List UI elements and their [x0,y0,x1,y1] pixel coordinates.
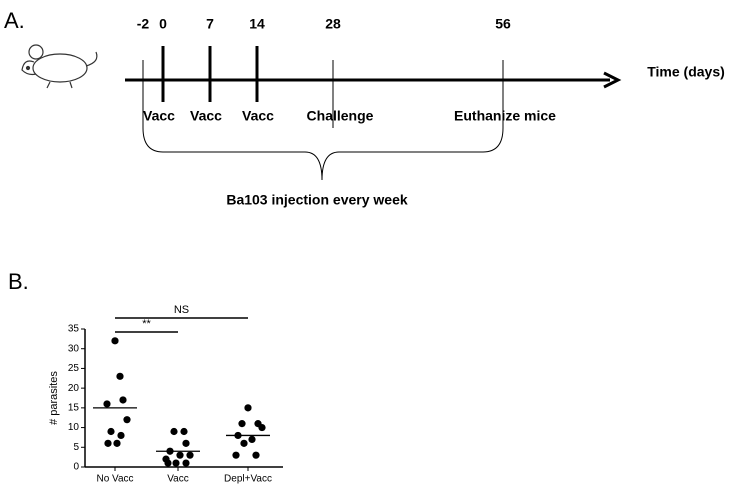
day-label: 7 [206,16,214,32]
data-point [103,400,111,408]
event-label: Vacc [143,108,175,124]
data-point [232,451,240,459]
time-axis-label: Time (days) [647,64,725,80]
data-point [170,427,178,436]
event-label: Euthanize mice [454,108,556,124]
y-tick-label: 25 [68,363,80,374]
data-point [182,439,190,447]
data-point [238,420,246,428]
data-point [248,435,256,443]
data-point [123,416,131,424]
time-arrow [603,71,622,89]
day-label: -2 [137,16,150,32]
x-tick-label: No Vacc [96,474,133,485]
data-point [117,431,125,440]
y-tick-label: 20 [68,383,80,394]
event-label: Vacc [190,108,222,124]
y-tick-label: 5 [73,442,79,453]
data-point [244,404,252,412]
event-label: Vacc [242,108,274,124]
day-label: 28 [325,16,341,32]
day-label: 0 [159,16,167,32]
data-point [252,451,260,459]
data-point [176,451,184,459]
x-tick-label: Vacc [167,474,189,485]
y-tick-label: 35 [68,324,80,335]
brace-label: Ba103 injection every week [226,192,408,208]
event-label: Challenge [307,108,374,124]
y-tick-label: 0 [73,462,79,473]
data-point [186,451,194,459]
data-point [119,396,127,404]
data-point [116,372,124,380]
y-tick-label: 10 [68,422,80,433]
data-point [111,337,119,345]
y-axis-label: # parasites [48,371,60,425]
data-point [180,427,188,436]
day-label: 56 [495,16,511,32]
data-point [104,439,112,447]
data-point [172,459,180,467]
data-point [113,439,121,447]
panel-a-label: A. [4,8,25,33]
x-tick-label: Depl+Vacc [224,474,272,485]
brace [142,127,504,181]
y-tick-label: 30 [68,343,80,354]
data-point [182,459,190,467]
data-point [258,423,266,432]
significance-label: NS [174,304,189,316]
data-point [164,459,172,467]
data-point [240,439,248,447]
day-label: 14 [249,16,265,32]
panel-b-label: B. [8,269,29,294]
y-tick-label: 15 [68,402,80,413]
mouse-icon [21,44,98,89]
significance-label: ** [142,318,151,330]
data-point [107,427,115,436]
